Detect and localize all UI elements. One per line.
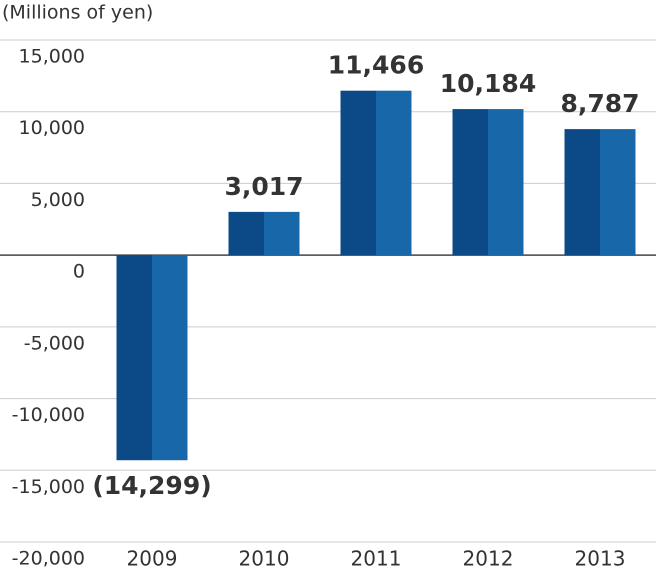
- bar: [116, 255, 188, 461]
- y-tick-label: -15,000: [12, 476, 85, 498]
- bar: [340, 90, 412, 256]
- x-tick-label: 2010: [239, 547, 290, 571]
- value-label: 11,466: [328, 51, 424, 80]
- y-tick-label: -10,000: [12, 404, 85, 426]
- x-tick-label: 2011: [351, 547, 402, 571]
- x-tick-label: 2013: [575, 547, 626, 571]
- bar: [228, 211, 300, 256]
- y-tick-label: -20,000: [12, 548, 85, 570]
- y-axis-label: (Millions of yen): [2, 2, 153, 24]
- bar: [564, 129, 636, 256]
- x-tick-label: 2012: [463, 547, 514, 571]
- value-label: 10,184: [440, 69, 536, 98]
- y-tick-label: 10,000: [19, 117, 85, 139]
- y-tick-label: -5,000: [24, 332, 85, 354]
- value-label: (14,299): [92, 471, 211, 500]
- y-tick-label: 15,000: [19, 46, 85, 68]
- y-tick-label: 0: [73, 261, 85, 283]
- bar: [452, 109, 524, 256]
- y-tick-label: 5,000: [31, 189, 85, 211]
- value-label: 8,787: [560, 89, 639, 118]
- value-label: 3,017: [224, 172, 303, 201]
- x-tick-label: 2009: [127, 547, 178, 571]
